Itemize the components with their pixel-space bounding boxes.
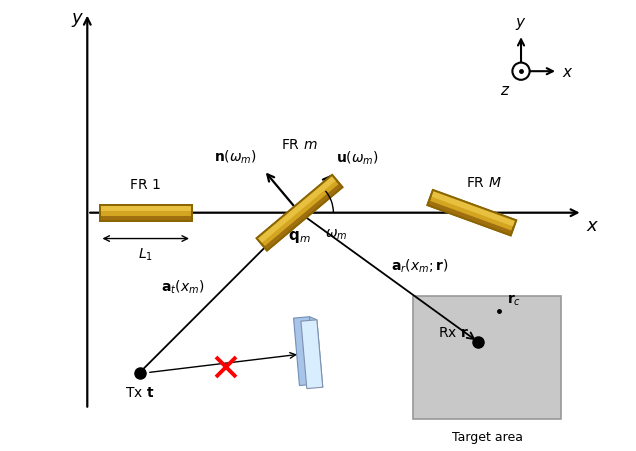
Polygon shape (310, 317, 322, 387)
Text: $y$: $y$ (71, 11, 84, 28)
Polygon shape (100, 205, 192, 212)
Text: Tx $\mathbf{t}$: Tx $\mathbf{t}$ (125, 385, 155, 399)
Circle shape (513, 64, 530, 81)
Text: $\mathbf{a}_t(x_m)$: $\mathbf{a}_t(x_m)$ (161, 278, 204, 295)
Polygon shape (294, 317, 315, 386)
Polygon shape (431, 191, 516, 227)
Text: FR 1: FR 1 (130, 178, 161, 192)
Text: $x$: $x$ (562, 64, 573, 79)
Polygon shape (264, 184, 342, 251)
Text: $y$: $y$ (515, 16, 527, 32)
Text: $L_1$: $L_1$ (138, 246, 153, 263)
Polygon shape (257, 175, 336, 244)
Text: Rx $\mathbf{r}$: Rx $\mathbf{r}$ (438, 325, 469, 339)
Bar (413, 296, 561, 419)
Text: $\mathbf{u}(\omega_m)$: $\mathbf{u}(\omega_m)$ (336, 150, 379, 167)
Text: $\omega_m$: $\omega_m$ (326, 227, 348, 241)
Text: $\mathbf{q}_m$: $\mathbf{q}_m$ (288, 229, 311, 244)
Polygon shape (427, 191, 516, 236)
Text: $\mathbf{r}_c$: $\mathbf{r}_c$ (507, 292, 521, 308)
Text: $z$: $z$ (500, 83, 510, 98)
Polygon shape (301, 320, 322, 389)
Polygon shape (257, 175, 342, 251)
Text: $\mathbf{a}_r(x_m;\mathbf{r})$: $\mathbf{a}_r(x_m;\mathbf{r})$ (391, 257, 448, 274)
Text: FR $M$: FR $M$ (466, 176, 502, 190)
Polygon shape (100, 216, 192, 221)
Text: $x$: $x$ (586, 216, 599, 234)
Polygon shape (427, 201, 513, 236)
Text: $\mathbf{n}(\omega_m)$: $\mathbf{n}(\omega_m)$ (214, 149, 256, 166)
Text: FR $m$: FR $m$ (281, 138, 318, 152)
Polygon shape (100, 205, 192, 221)
Text: Target area: Target area (452, 430, 523, 443)
